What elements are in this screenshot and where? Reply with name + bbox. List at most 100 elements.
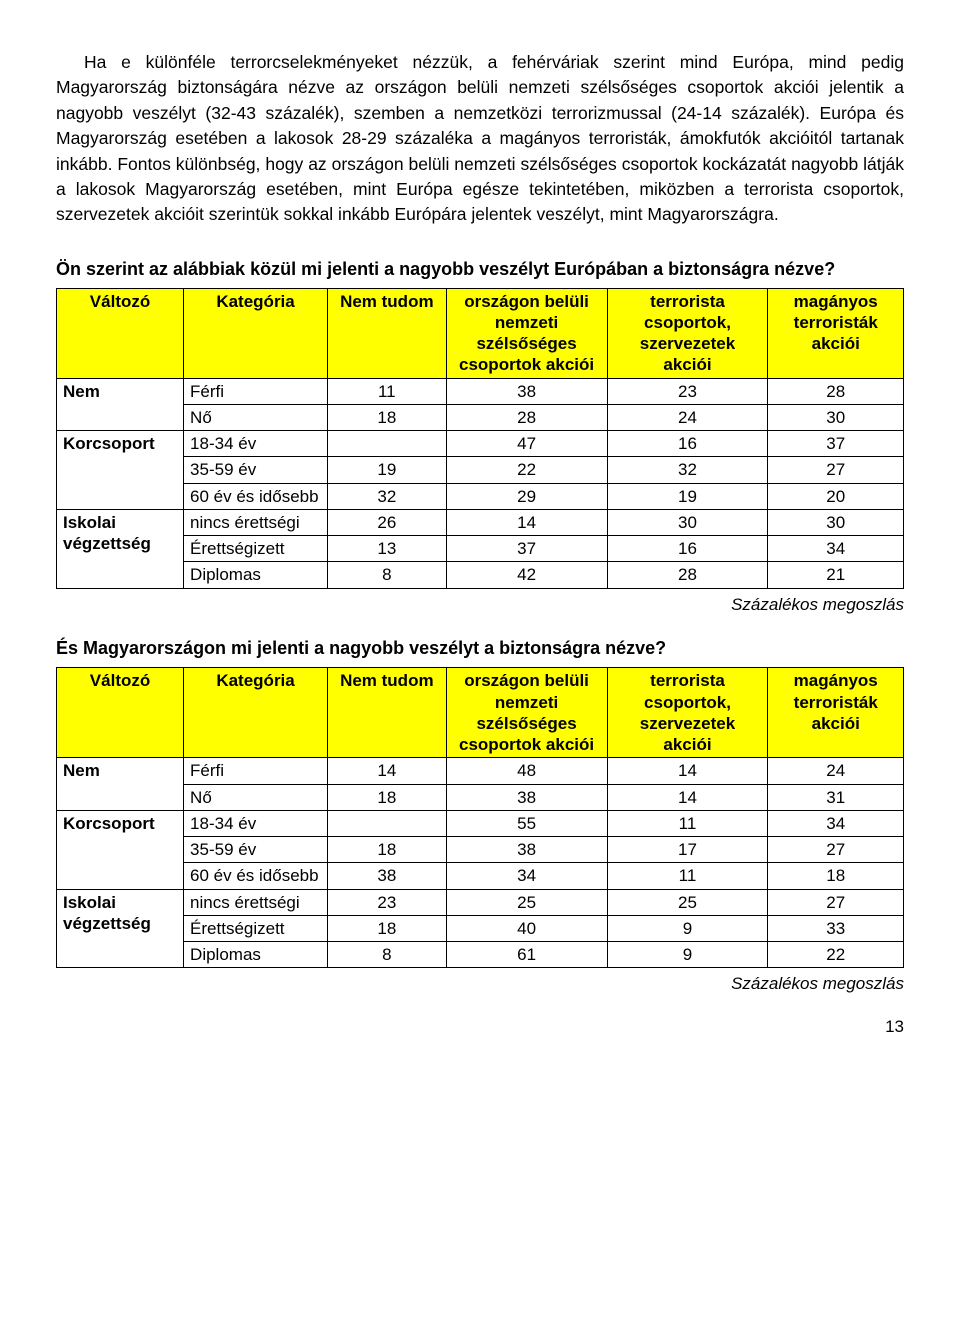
value-cell: 26 <box>328 509 447 535</box>
table-row: Korcsoport 18-34 év 55 11 34 <box>57 810 904 836</box>
value-cell: 14 <box>328 758 447 784</box>
table1-title: Ön szerint az alábbiak közül mi jelenti … <box>56 256 904 282</box>
value-cell: 17 <box>607 837 768 863</box>
value-cell: 14 <box>607 758 768 784</box>
value-cell: 38 <box>446 837 607 863</box>
cat-cell: Diplomas <box>184 562 328 588</box>
value-cell: 8 <box>328 562 447 588</box>
value-cell: 20 <box>768 483 904 509</box>
value-cell: 23 <box>328 889 447 915</box>
table-header-row: Változó Kategória Nem tudom országon bel… <box>57 288 904 378</box>
value-cell: 22 <box>446 457 607 483</box>
value-cell: 28 <box>768 378 904 404</box>
value-cell <box>328 431 447 457</box>
value-cell: 19 <box>328 457 447 483</box>
table-row: Iskolai végzettség nincs érettségi 26 14… <box>57 509 904 535</box>
value-cell: 28 <box>607 562 768 588</box>
col-terrorista: terrorista csoportok, szervezetek akciói <box>607 288 768 378</box>
cat-cell: Diplomas <box>184 942 328 968</box>
cat-cell: Érettségizett <box>184 536 328 562</box>
cat-cell: Nő <box>184 404 328 430</box>
value-cell: 27 <box>768 889 904 915</box>
value-cell: 25 <box>446 889 607 915</box>
col-terrorista: terrorista csoportok, szervezetek akciói <box>607 668 768 758</box>
cat-cell: Férfi <box>184 758 328 784</box>
value-cell: 34 <box>768 810 904 836</box>
table-row: Korcsoport 18-34 év 47 16 37 <box>57 431 904 457</box>
table-row: Nő 18 28 24 30 <box>57 404 904 430</box>
value-cell: 22 <box>768 942 904 968</box>
col-kategoria: Kategória <box>184 288 328 378</box>
table-row: Nem Férfi 14 48 14 24 <box>57 758 904 784</box>
value-cell: 29 <box>446 483 607 509</box>
cat-cell: 35-59 év <box>184 837 328 863</box>
table1-footnote: Százalékos megoszlás <box>56 593 904 618</box>
value-cell: 47 <box>446 431 607 457</box>
value-cell: 13 <box>328 536 447 562</box>
table-row: Érettségizett 18 40 9 33 <box>57 915 904 941</box>
table-row: Nem Férfi 11 38 23 28 <box>57 378 904 404</box>
value-cell: 11 <box>607 810 768 836</box>
value-cell: 24 <box>768 758 904 784</box>
var-nem: Nem <box>57 378 184 431</box>
col-maganyos: magányos terroristák akciói <box>768 668 904 758</box>
value-cell: 25 <box>607 889 768 915</box>
value-cell: 9 <box>607 915 768 941</box>
table-row: 35-59 év 18 38 17 27 <box>57 837 904 863</box>
cat-cell: nincs érettségi <box>184 509 328 535</box>
value-cell: 37 <box>446 536 607 562</box>
value-cell: 38 <box>446 784 607 810</box>
value-cell: 32 <box>607 457 768 483</box>
table-header-row: Változó Kategória Nem tudom országon bel… <box>57 668 904 758</box>
value-cell: 42 <box>446 562 607 588</box>
cat-cell: Férfi <box>184 378 328 404</box>
value-cell: 37 <box>768 431 904 457</box>
value-cell: 9 <box>607 942 768 968</box>
value-cell: 27 <box>768 457 904 483</box>
value-cell: 61 <box>446 942 607 968</box>
value-cell: 38 <box>446 378 607 404</box>
table-row: Iskolai végzettség nincs érettségi 23 25… <box>57 889 904 915</box>
value-cell: 23 <box>607 378 768 404</box>
value-cell: 11 <box>328 378 447 404</box>
value-cell: 18 <box>328 784 447 810</box>
var-korcsoport: Korcsoport <box>57 431 184 510</box>
value-cell: 8 <box>328 942 447 968</box>
table-row: Nő 18 38 14 31 <box>57 784 904 810</box>
value-cell: 32 <box>328 483 447 509</box>
value-cell: 14 <box>607 784 768 810</box>
col-maganyos: magányos terroristák akciói <box>768 288 904 378</box>
value-cell: 34 <box>446 863 607 889</box>
value-cell: 18 <box>328 915 447 941</box>
value-cell: 34 <box>768 536 904 562</box>
value-cell: 18 <box>328 404 447 430</box>
cat-cell: Érettségizett <box>184 915 328 941</box>
body-paragraph: Ha e különféle terrorcselekményeket nézz… <box>56 50 904 228</box>
cat-cell: Nő <box>184 784 328 810</box>
value-cell: 48 <box>446 758 607 784</box>
col-valtozo: Változó <box>57 288 184 378</box>
value-cell: 14 <box>446 509 607 535</box>
value-cell: 19 <box>607 483 768 509</box>
value-cell: 30 <box>768 509 904 535</box>
col-orszagon: országon belüli nemzeti szélsőséges csop… <box>446 288 607 378</box>
cat-cell: 60 év és idősebb <box>184 863 328 889</box>
value-cell: 18 <box>328 837 447 863</box>
value-cell: 16 <box>607 431 768 457</box>
col-orszagon: országon belüli nemzeti szélsőséges csop… <box>446 668 607 758</box>
value-cell: 24 <box>607 404 768 430</box>
var-iskolai: Iskolai végzettség <box>57 509 184 588</box>
value-cell <box>328 810 447 836</box>
value-cell: 11 <box>607 863 768 889</box>
table-row: 60 év és idősebb 32 29 19 20 <box>57 483 904 509</box>
col-valtozo: Változó <box>57 668 184 758</box>
var-iskolai: Iskolai végzettség <box>57 889 184 968</box>
cat-cell: nincs érettségi <box>184 889 328 915</box>
cat-cell: 60 év és idősebb <box>184 483 328 509</box>
value-cell: 21 <box>768 562 904 588</box>
value-cell: 18 <box>768 863 904 889</box>
table-row: Diplomas 8 61 9 22 <box>57 942 904 968</box>
value-cell: 31 <box>768 784 904 810</box>
col-nemtudom: Nem tudom <box>328 288 447 378</box>
value-cell: 30 <box>607 509 768 535</box>
